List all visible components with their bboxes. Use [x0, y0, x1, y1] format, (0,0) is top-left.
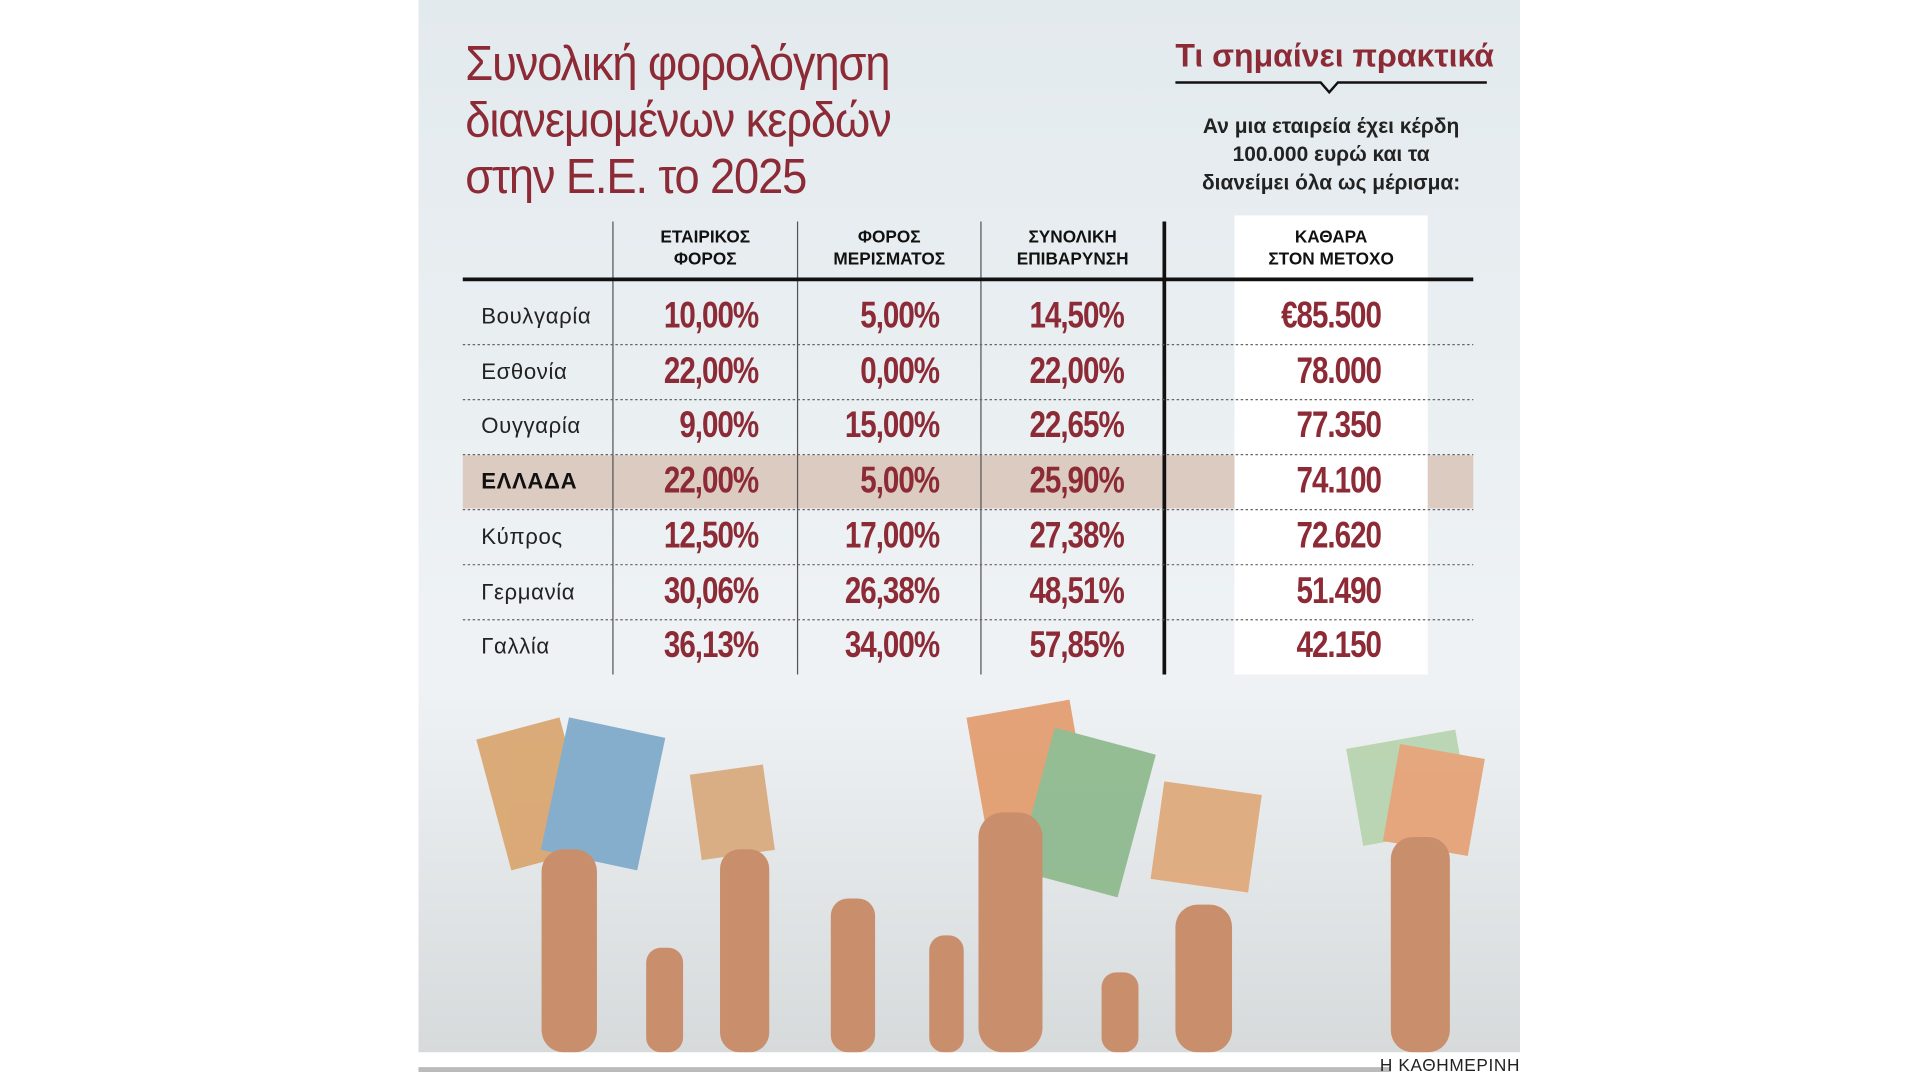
cell-value: 17,00%: [844, 515, 940, 557]
cell-value: 36,13%: [663, 625, 759, 667]
title-line: στην Ε.Ε. το 2025: [465, 150, 807, 205]
highlight-row: [462, 455, 1235, 509]
cell-value: 30,06%: [663, 570, 759, 612]
cell-value: 12,50%: [663, 515, 759, 557]
cell-value: €85.500: [1281, 295, 1382, 337]
heading-rule: [1175, 81, 1487, 95]
cell-value: 77.350: [1296, 405, 1382, 447]
cell-value: 0,00%: [860, 350, 940, 392]
source: Η ΚΑΘΗΜΕΡΙΝΗ: [1379, 1054, 1521, 1075]
column-header: ΚΑΘΑΡΑ ΣΤΟΝ ΜΕΤΟΧΟ: [1268, 226, 1394, 269]
banknotes: [476, 699, 1485, 898]
cell-value: 22,00%: [663, 350, 759, 392]
cell-value: 34,00%: [844, 625, 940, 667]
row-label: Ουγγαρία: [481, 414, 581, 439]
side-note-line: 100.000 ευρώ και τα: [1232, 142, 1430, 167]
column-header: ΕΤΑΙΡΙΚΟΣ ΦΟΡΟΣ: [660, 226, 751, 269]
cell-value: 10,00%: [663, 295, 759, 337]
side-note-line: διανείμει όλα ως μέρισμα:: [1201, 171, 1461, 195]
photo-area: [418, 689, 1521, 1053]
cell-value: 26,38%: [844, 570, 940, 612]
cell-value: 51.490: [1296, 570, 1382, 612]
cell-value: 25,90%: [1029, 460, 1124, 502]
cell-value: 22,00%: [1029, 350, 1124, 392]
cell-value: 57,85%: [1029, 625, 1124, 667]
cell-value: 22,00%: [663, 460, 759, 502]
result-column-bg: [1234, 215, 1428, 675]
cell-value: 27,38%: [1029, 515, 1124, 557]
row-label: Βουλγαρία: [481, 304, 592, 329]
cell-value: 15,00%: [844, 405, 940, 447]
cell-value: 48,51%: [1029, 570, 1124, 612]
side-heading: Τι σημαίνει πρακτικά: [1175, 36, 1494, 74]
highlight-row: [1427, 455, 1474, 509]
side-note-line: Αν μια εταιρεία έχει κέρδη: [1202, 114, 1460, 138]
cell-value: 22,65%: [1029, 405, 1124, 447]
cell-value: 78.000: [1296, 350, 1382, 392]
row-label: Γερμανία: [481, 579, 576, 604]
row-label: Κύπρος: [481, 524, 563, 549]
row-label: ΕΛΛΑΔΑ: [481, 469, 578, 494]
cell-value: 72.620: [1296, 515, 1382, 557]
row-label: Εσθονία: [481, 359, 568, 384]
cell-value: 74.100: [1296, 460, 1382, 502]
column-header: ΦΟΡΟΣ ΜΕΡΙΣΜΑΤΟΣ: [833, 226, 946, 269]
title-line: διανεμομένων κερδών: [465, 93, 892, 148]
cell-value: 14,50%: [1029, 295, 1124, 337]
column-header: ΣΥΝΟΛΙΚΗ ΕΠΙΒΑΡΥΝΣΗ: [1016, 226, 1129, 269]
cell-value: 5,00%: [860, 460, 940, 502]
cell-value: 9,00%: [679, 405, 759, 447]
row-label: Γαλλία: [481, 634, 550, 659]
cell-value: 42.150: [1296, 625, 1382, 667]
title-line: Συνολική φορολόγηση: [465, 36, 890, 92]
hands: [541, 812, 1450, 1053]
cell-value: 5,00%: [860, 295, 940, 337]
